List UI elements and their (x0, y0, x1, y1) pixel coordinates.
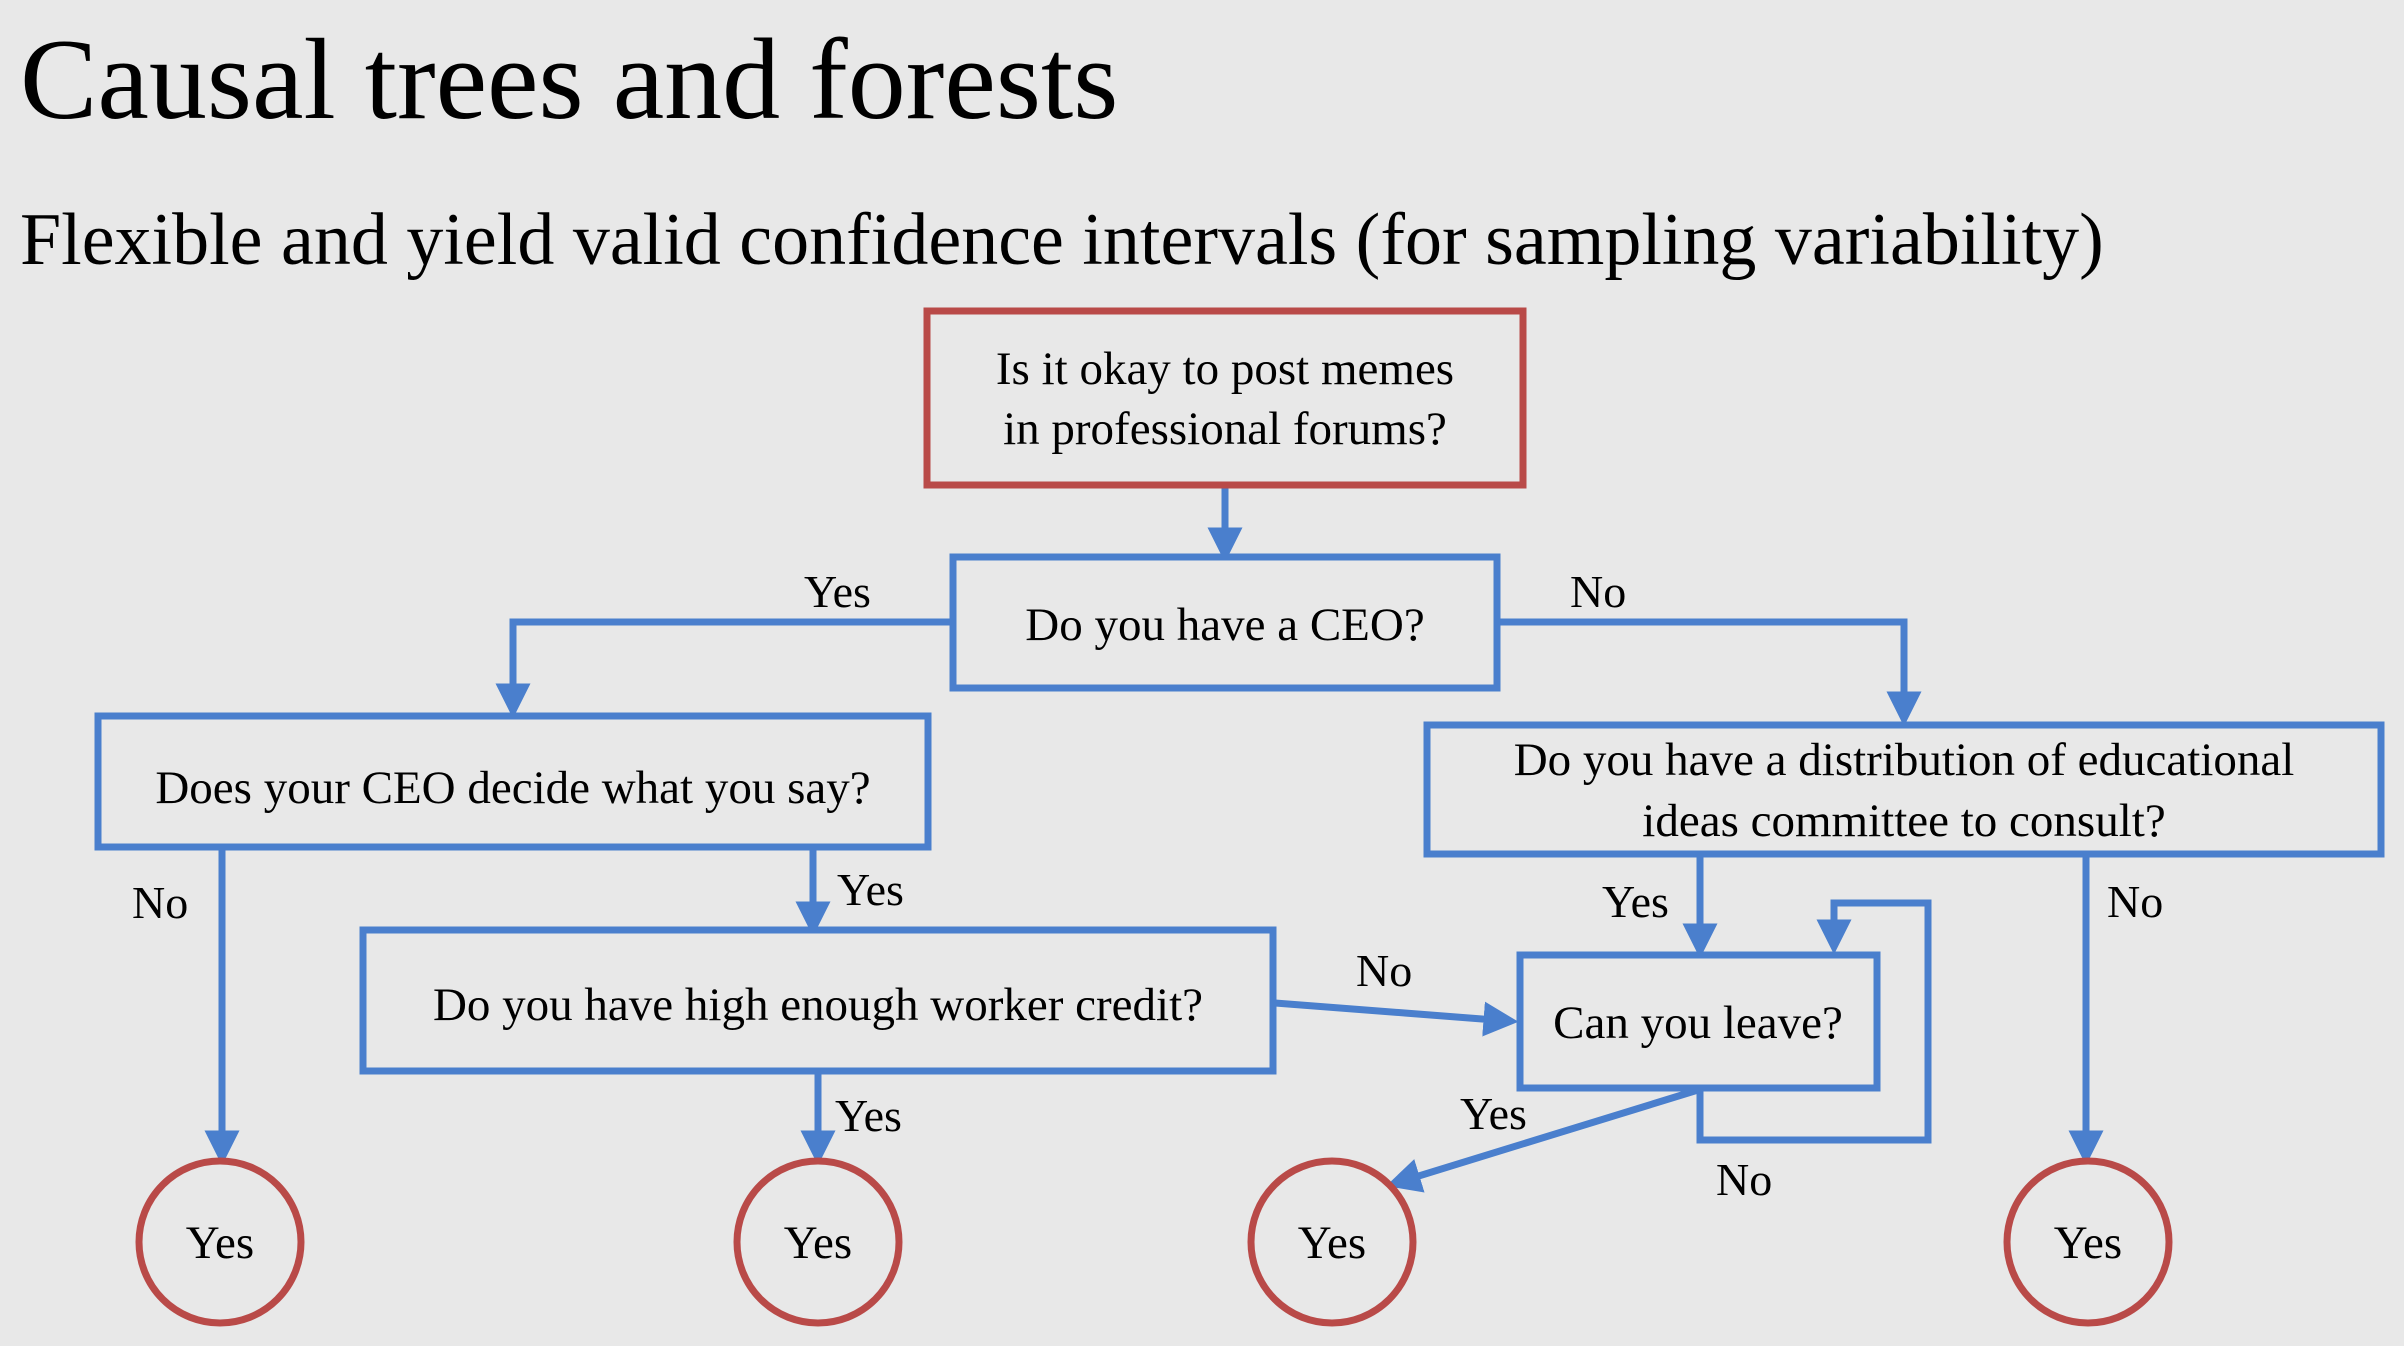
node-ceo: Do you have a CEO? (949, 553, 1501, 692)
node-committee-line2: ideas committee to consult? (1642, 795, 2165, 847)
leaf-yes-1: Yes (135, 1157, 305, 1327)
edge-leave-yes (1385, 1086, 1700, 1193)
node-committee: Do you have a distribution of educationa… (1423, 721, 2385, 858)
node-ceo-label: Do you have a CEO? (1025, 599, 1424, 651)
leaf-yes-2-label: Yes (784, 1217, 852, 1269)
edge-label-committee-yes: Yes (1602, 876, 1669, 927)
edge-label-ceo-yes: Yes (804, 566, 871, 617)
edge-label-leave-yes: Yes (1460, 1088, 1527, 1139)
node-ceo-decide: Does your CEO decide what you say? (94, 712, 932, 851)
slide-title: Causal trees and forests (20, 16, 1119, 144)
leaf-yes-4: Yes (2003, 1157, 2173, 1327)
node-root-line1: Is it okay to post memes (996, 343, 1454, 395)
edge-leave-no-loop (1696, 899, 1932, 1144)
node-leave: Can you leave? (1516, 951, 1881, 1092)
node-root: Is it okay to post memes in professional… (923, 307, 1527, 489)
node-root-line2: in professional forums? (1003, 403, 1447, 455)
edge-label-ceo-decide-no: No (132, 877, 188, 928)
leaf-yes-4-label: Yes (2054, 1217, 2122, 1269)
leaf-yes-1-label: Yes (186, 1217, 254, 1269)
node-credit-label: Do you have high enough worker credit? (433, 979, 1203, 1031)
leaf-yes-2: Yes (733, 1157, 903, 1327)
edge-label-credit-no: No (1356, 945, 1412, 996)
edge-label-committee-no: No (2107, 876, 2163, 927)
edge-ceo-yes (495, 618, 952, 719)
node-committee-line1: Do you have a distribution of educationa… (1514, 734, 2295, 786)
edge-label-credit-yes: Yes (835, 1090, 902, 1141)
node-ceo-decide-label: Does your CEO decide what you say? (155, 762, 870, 814)
leaf-yes-3-label: Yes (1298, 1217, 1366, 1269)
edge-ceo-no (1498, 618, 1922, 727)
slide-subtitle: Flexible and yield valid confidence inte… (20, 199, 2104, 281)
edge-label-ceo-decide-yes: Yes (837, 864, 904, 915)
node-leave-label: Can you leave? (1553, 997, 1843, 1049)
node-credit: Do you have high enough worker credit? (359, 926, 1277, 1075)
edge-label-leave-no: No (1716, 1154, 1772, 1205)
leaf-yes-3: Yes (1247, 1157, 1417, 1327)
edge-label-ceo-no: No (1570, 566, 1626, 617)
edge-credit-no (1274, 999, 1519, 1037)
